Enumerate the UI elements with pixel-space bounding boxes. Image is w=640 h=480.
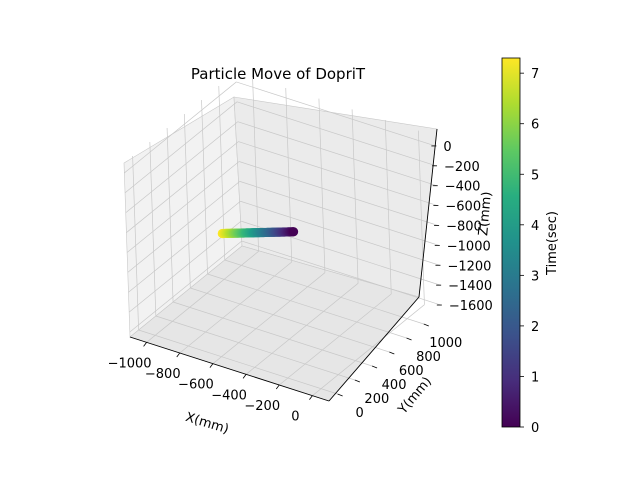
z-tick-label: −1600 bbox=[449, 299, 493, 314]
x-grid-line bbox=[279, 293, 392, 386]
y-grid-line bbox=[138, 329, 338, 395]
colorbar-label: Time(sec) bbox=[545, 211, 560, 276]
z-grid-line bbox=[238, 141, 438, 206]
colorbar bbox=[501, 57, 521, 428]
x-axis-line bbox=[129, 336, 330, 402]
z-grid-line bbox=[129, 240, 243, 333]
x-tick-label: −800 bbox=[145, 367, 181, 382]
z-tick-label: −800 bbox=[446, 219, 482, 234]
z-axis-line bbox=[418, 128, 438, 298]
x-axis-label: X(mm) bbox=[184, 410, 231, 437]
z-grid-line bbox=[238, 161, 439, 226]
z-tick-label: −1000 bbox=[447, 239, 491, 254]
z-grid-line bbox=[236, 81, 436, 147]
z-grid-line bbox=[239, 181, 439, 246]
y-tick-label: 1000 bbox=[429, 336, 462, 351]
chart-title: Particle Move of DopriT bbox=[191, 65, 366, 83]
y-grid-line bbox=[183, 113, 191, 289]
z-tick-label: 0 bbox=[443, 140, 451, 155]
x-grid-line bbox=[312, 304, 425, 396]
z-grid-line bbox=[125, 121, 238, 213]
x-tick-label: 0 bbox=[291, 410, 299, 425]
y-tick-mark bbox=[406, 337, 412, 341]
y-tick-mark bbox=[371, 365, 378, 369]
x-grid-line bbox=[252, 77, 259, 252]
y-grid-line bbox=[132, 155, 139, 331]
x-tick-mark bbox=[176, 352, 181, 358]
colorbar-tick-label: 5 bbox=[531, 168, 539, 183]
z-tick-label: −200 bbox=[444, 160, 480, 175]
trajectory-points bbox=[217, 227, 299, 239]
y-grid-line bbox=[207, 273, 407, 339]
x-grid-line bbox=[318, 98, 326, 273]
x-tick-label: −400 bbox=[211, 388, 247, 403]
y-grid-line bbox=[149, 141, 157, 317]
x-tick-mark bbox=[275, 384, 280, 390]
colorbar-tick-label: 0 bbox=[531, 421, 539, 436]
x-grid-line bbox=[245, 283, 359, 375]
y-tick-label: 800 bbox=[416, 350, 441, 365]
z-axis-label: Z(mm) bbox=[476, 191, 495, 237]
z-grid-line bbox=[240, 200, 440, 266]
colorbar-tick-label: 4 bbox=[531, 219, 539, 234]
z-grid-line bbox=[124, 81, 237, 174]
x-tick-mark bbox=[209, 363, 214, 368]
z-tick-label: −1400 bbox=[448, 279, 492, 294]
y-tick-mark bbox=[423, 323, 429, 327]
z-grid-line bbox=[127, 181, 240, 273]
y-tick-mark bbox=[389, 351, 395, 355]
x-grid-line bbox=[384, 119, 392, 295]
y-grid-line bbox=[166, 127, 174, 303]
z-tick-label: −600 bbox=[445, 200, 481, 215]
y-tick-label: 200 bbox=[364, 392, 389, 407]
y-grid-line bbox=[155, 315, 355, 381]
colorbar-tick-label: 2 bbox=[531, 320, 539, 335]
x-tick-label: −600 bbox=[178, 378, 214, 393]
z-grid-line bbox=[128, 200, 241, 293]
x-tick-mark bbox=[242, 374, 247, 379]
y-tick-label: 600 bbox=[399, 364, 424, 379]
colorbar-tick-label: 1 bbox=[531, 370, 539, 385]
z-tick-label: −400 bbox=[445, 180, 481, 195]
x-grid-line bbox=[179, 261, 292, 354]
x-tick-label: −200 bbox=[244, 399, 280, 414]
z-grid-line bbox=[126, 161, 240, 253]
colorbar-tick-label: 3 bbox=[531, 269, 539, 284]
colorbar-tick-label: 6 bbox=[531, 118, 539, 133]
z-grid-line bbox=[241, 240, 441, 306]
z-grid-line bbox=[236, 101, 437, 167]
y-grid-line bbox=[190, 287, 390, 353]
x-tick-mark bbox=[309, 395, 313, 400]
trajectory-point bbox=[288, 227, 299, 237]
colorbar-ticks: 0 1 2 3 4 5 6 7 bbox=[520, 67, 539, 436]
y-grid-line bbox=[201, 99, 208, 275]
z-grid-line bbox=[126, 141, 239, 233]
x-grid-line bbox=[351, 109, 359, 284]
grid-lines bbox=[124, 77, 441, 396]
z-grid-line bbox=[237, 121, 437, 187]
x-tick-label: −1000 bbox=[108, 356, 152, 371]
y-tick-label: 400 bbox=[382, 378, 407, 393]
x-grid-line bbox=[146, 251, 259, 343]
z-tick-label: −1200 bbox=[447, 259, 491, 274]
x-tick-mark bbox=[143, 342, 147, 347]
z-grid-line bbox=[124, 101, 238, 194]
y-grid-line bbox=[172, 301, 373, 367]
y-tick-label: 0 bbox=[355, 406, 363, 421]
y-grid-line bbox=[224, 259, 424, 325]
y-tick-mark bbox=[337, 393, 343, 397]
x-grid-line bbox=[212, 272, 326, 364]
colorbar-tick-label: 7 bbox=[531, 67, 539, 82]
x-grid-line bbox=[418, 130, 425, 305]
y-tick-mark bbox=[354, 379, 360, 383]
y-axis-line bbox=[328, 296, 420, 402]
